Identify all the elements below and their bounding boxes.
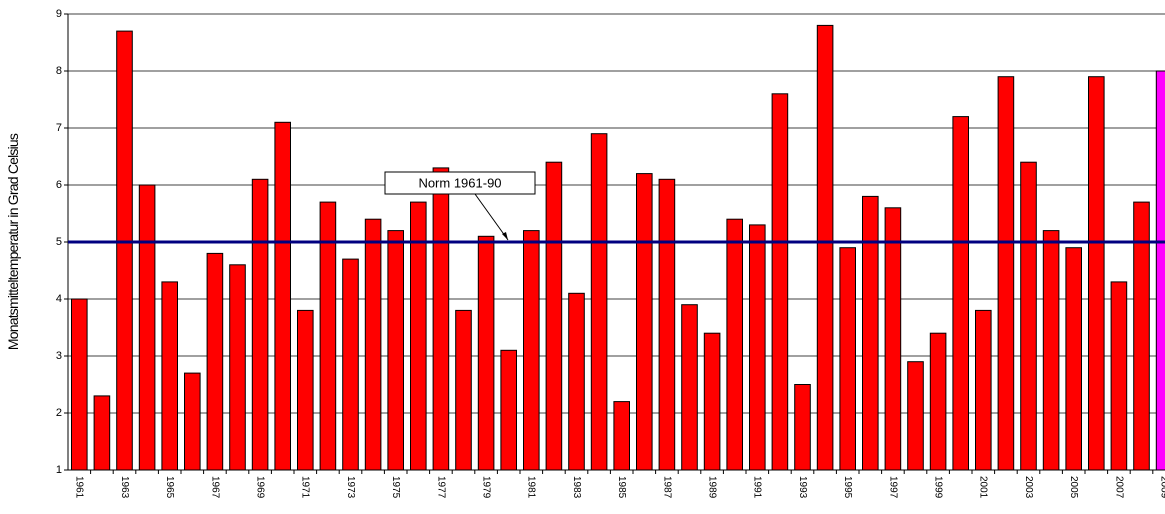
arrow-head [502,232,508,240]
y-tick-label: 7 [56,122,62,134]
bar [71,298,88,471]
x-tick-label: 1975 [390,476,401,499]
bar [161,281,178,471]
y-axis-label: Monatsmitteltemperatur in Grad Celsius [5,133,21,350]
bar [839,247,857,471]
bar [997,76,1015,471]
bar [590,133,608,471]
bar [116,30,133,471]
x-tick-label: 2005 [1068,476,1079,499]
bar [952,116,970,471]
y-tick-label: 6 [56,179,62,191]
bar [771,93,789,471]
bar [251,178,269,471]
x-tick-label: 1995 [842,476,853,499]
x-tick-label: 1987 [661,476,672,499]
x-tick-label: 1971 [300,476,311,499]
bar [1155,70,1165,471]
bar [274,121,291,471]
bar [455,309,472,471]
x-tick-label: 2003 [1023,476,1034,499]
bar [364,218,382,471]
bar [929,332,947,471]
annotation-arrow [474,193,509,241]
x-tick-label: 1999 [932,476,943,499]
plot-area: 1 2 3 4 5 6 7 8 9 1961 1963 1965 1967 1969 1971 1973 197… [56,8,1165,499]
bar [658,178,676,471]
bar [229,264,246,471]
bar [613,401,631,471]
bar [749,224,766,471]
bar [1042,230,1060,471]
x-tick-label: 1991 [752,476,763,499]
bar [884,207,902,471]
bar [93,395,111,471]
x-tick-label: 1989 [706,476,717,499]
annotation-box [384,171,536,195]
y-tick-label: 2 [56,407,62,419]
y-tick-label: 1 [56,464,62,476]
bar [816,24,834,471]
bar [1020,161,1037,471]
bar [138,184,156,471]
x-tick-label: 1977 [435,476,446,499]
bar [1065,247,1083,471]
bar [545,161,563,471]
bar [297,309,314,471]
bar [726,218,744,471]
y-tick-label: 3 [56,350,62,362]
x-tick-label: 1967 [209,476,220,499]
x-tick-label: 1983 [571,476,582,499]
annotation: Norm 1961-90 [418,175,501,190]
x-tick-label: 1997 [887,476,898,499]
bar [387,230,404,471]
bar [703,332,721,471]
bar [794,384,811,471]
x-tick-label: 1985 [616,476,627,499]
x-tick-label: 1963 [119,476,130,499]
bar [500,349,517,471]
bar [568,292,585,471]
bar [523,230,540,471]
x-tick-label: 1969 [254,476,265,499]
bar [477,235,495,471]
x-tick-label: 1965 [164,476,175,499]
bar [206,252,224,471]
bar [432,167,450,471]
bar [184,372,201,471]
y-tick-label: 8 [56,65,62,77]
x-tick-label: 2007 [1113,476,1124,499]
x-tick-label: 2009 [1158,476,1165,499]
y-tick-label: 5 [56,236,62,248]
bar [342,258,359,471]
x-tick-label: 1961 [74,476,85,499]
x-tick-label: 1973 [345,476,356,499]
y-tick-label: 9 [56,8,62,20]
x-tick-label: 1979 [480,476,491,499]
x-tick-label: 2001 [978,476,989,499]
bar [681,304,698,471]
bar [1088,76,1105,471]
bar [907,361,924,471]
bar [975,309,992,471]
y-tick-label: 4 [56,293,62,305]
bar [636,173,653,471]
bar [862,195,879,471]
bar [1110,281,1128,471]
x-tick-label: 1993 [797,476,808,499]
x-tick-label: 1981 [526,476,537,499]
